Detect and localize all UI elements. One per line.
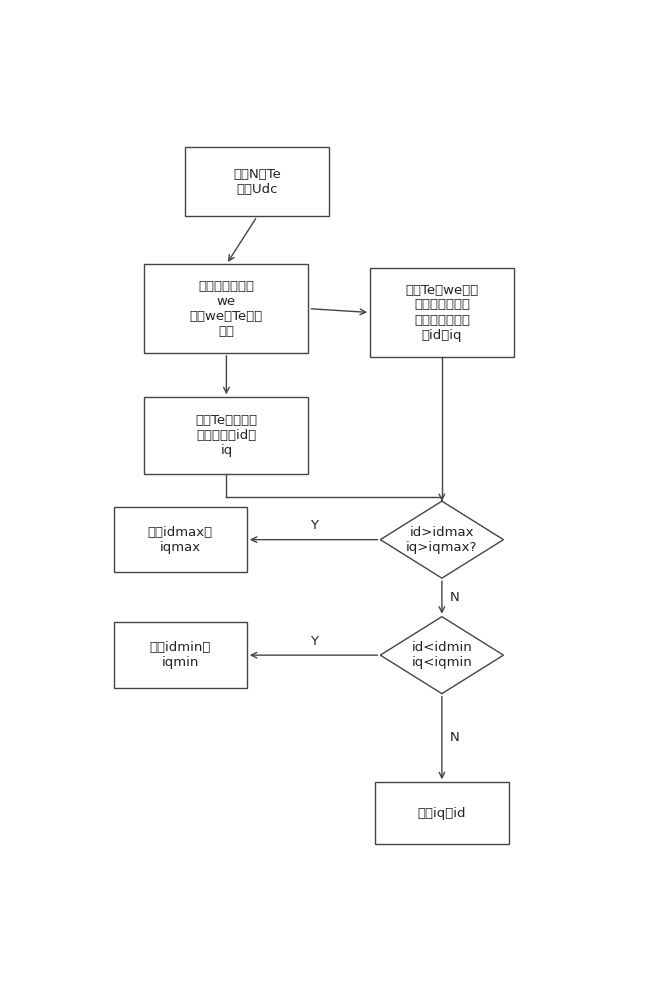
Text: 输出iq、id: 输出iq、id: [418, 806, 466, 820]
Text: 输出idmin、
iqmin: 输出idmin、 iqmin: [150, 641, 211, 669]
Text: id>idmax
iq>iqmax?: id>idmax iq>iqmax?: [406, 526, 477, 554]
FancyBboxPatch shape: [185, 147, 329, 216]
Text: id<idmin
iq<iqmin: id<idmin iq<iqmin: [412, 641, 472, 669]
Text: N: N: [450, 591, 459, 604]
FancyBboxPatch shape: [370, 268, 514, 357]
Polygon shape: [380, 617, 504, 694]
FancyBboxPatch shape: [114, 622, 247, 688]
Text: Y: Y: [310, 519, 318, 532]
Text: 计算所在表格的
we
根据we和Te进行
查表: 计算所在表格的 we 根据we和Te进行 查表: [190, 280, 263, 338]
Polygon shape: [380, 501, 504, 578]
Text: Y: Y: [310, 635, 318, 648]
FancyBboxPatch shape: [144, 397, 308, 474]
Text: 给定N、Te
测量Udc: 给定N、Te 测量Udc: [233, 168, 281, 196]
Text: 根据Te，查出最
大和最小的id、
iq: 根据Te，查出最 大和最小的id、 iq: [195, 414, 258, 457]
Text: 根据Te、we确定
四个点，进行二
次线性差值，得
到id、iq: 根据Te、we确定 四个点，进行二 次线性差值，得 到id、iq: [405, 284, 479, 342]
FancyBboxPatch shape: [144, 264, 308, 353]
FancyBboxPatch shape: [375, 782, 508, 844]
Text: N: N: [450, 731, 459, 744]
Text: 输出idmax、
iqmax: 输出idmax、 iqmax: [148, 526, 213, 554]
FancyBboxPatch shape: [114, 507, 247, 572]
